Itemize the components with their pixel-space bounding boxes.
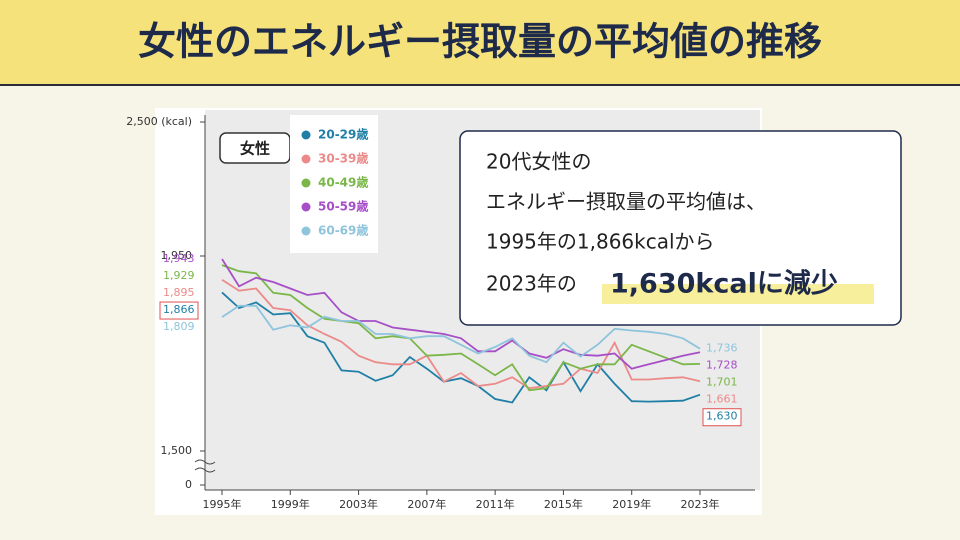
value-label: 1,630 [706,410,738,423]
legend-label: 60-69歳 [318,223,368,238]
x-tick-label: 2007年 [407,497,446,511]
value-label: 1,943 [163,252,195,265]
x-tick-label: 2015年 [544,497,583,511]
callout-line: 2023年の [486,272,577,296]
x-tick-label: 1995年 [203,497,242,511]
line-series [221,279,701,390]
label-box [702,408,742,427]
slide-title: 女性のエネルギー摂取量の平均値の推移 [138,20,822,64]
y-tick-label: 0 [185,478,192,491]
callout-highlight: 1,630kcalに減少 [610,269,838,300]
value-label: 1,701 [706,376,738,389]
value-label: 1,866 [163,303,195,316]
line-series [221,258,701,370]
x-tick-label: 2023年 [681,497,720,511]
value-label: 1,895 [163,286,195,299]
legend-label: 20-29歳 [318,127,368,142]
x-tick-label: 2003年 [339,497,378,511]
x-tick-label: 2019年 [612,497,651,511]
legend-marker [301,202,311,212]
value-label: 1,929 [163,269,195,282]
axis-break [194,459,216,473]
callout-box [459,130,902,326]
value-label: 1,728 [706,359,738,372]
panel-label: 女性 [240,140,270,158]
legend-marker [301,154,311,164]
callout-line: 20代女性の [486,150,591,174]
y-tick-label: 1,950 [161,249,193,262]
header-band [0,0,960,85]
y-tick-label: 2,500 (kcal) [126,115,192,128]
value-label: 1,661 [706,393,738,406]
highlight-marker [602,284,874,304]
legend-marker [301,226,311,236]
legend-label: 50-59歳 [318,199,368,214]
callout-line: エネルギー摂取量の平均値は、 [486,190,766,214]
legend-marker [301,130,311,140]
label-box [159,301,199,320]
legend-label: 30-39歳 [318,151,368,166]
line-series [221,304,701,364]
y-tick-label: 1,500 [161,444,193,457]
line-series [221,291,701,404]
value-label: 1,736 [706,342,738,355]
x-tick-label: 1999年 [271,497,310,511]
legend-marker [301,178,311,188]
legend-label: 40-49歳 [318,175,368,190]
callout-line: 1995年の1,866kcalから [486,230,715,254]
value-label: 1,809 [163,320,195,333]
x-tick-label: 2011年 [476,497,515,511]
